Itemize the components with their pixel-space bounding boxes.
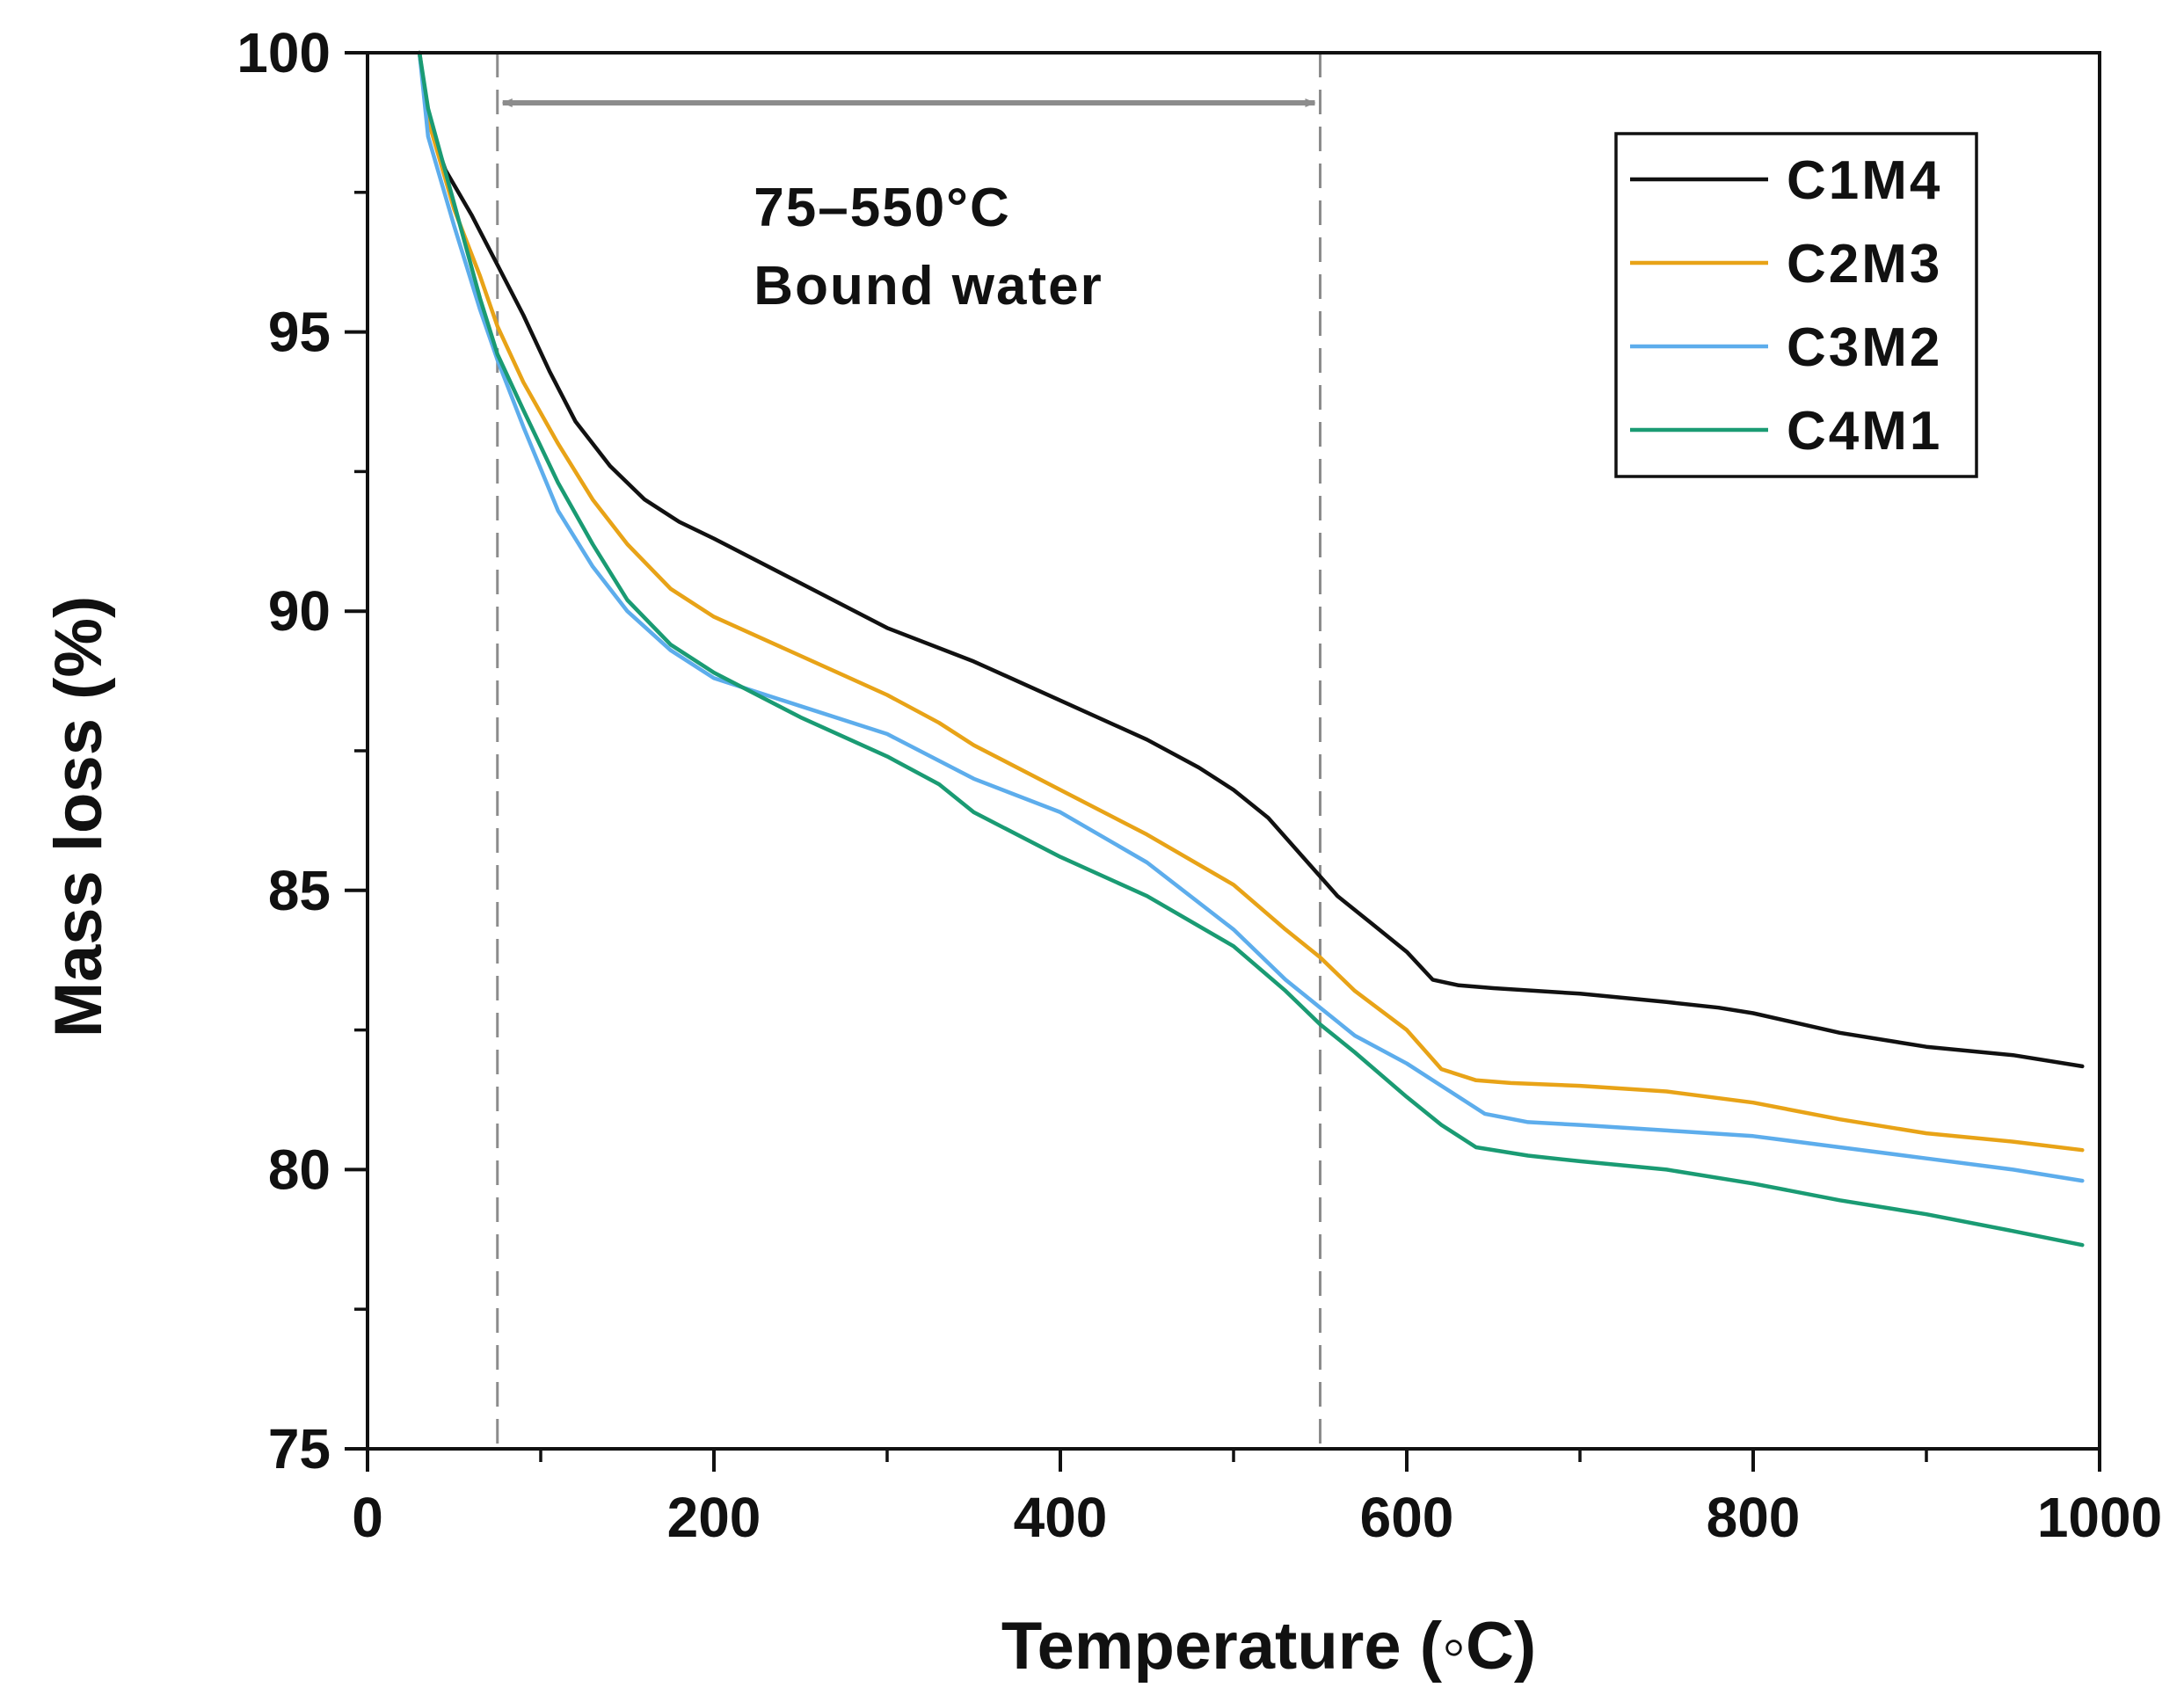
annotation-layer: [496, 53, 1321, 1449]
x-tick-label: 800: [1707, 1486, 1801, 1549]
y-tick-label: 95: [268, 301, 331, 364]
y-tick-label: 100: [237, 21, 331, 84]
legend: C1M4 C2M3 C3M2 C4M1: [1614, 132, 1978, 478]
legend-label-c4m1: C4M1: [1787, 401, 1942, 462]
ticks-layer: 0 200 400 600 800 1000 75 80 85 90 95 100: [237, 21, 2162, 1549]
legend-box: [1614, 132, 1978, 478]
series-line-c1m4: [417, 50, 2085, 1069]
x-tick-label: 600: [1360, 1486, 1454, 1549]
y-axis-title: Mass loss (%): [41, 596, 116, 1038]
x-tick-label: 1000: [2037, 1486, 2162, 1549]
x-tick-label: 200: [667, 1486, 761, 1549]
series-line-c3m2: [417, 50, 2085, 1183]
y-tick-label: 90: [268, 579, 331, 643]
legend-label-c2m3: C2M3: [1787, 234, 1942, 295]
y-tick-label: 75: [268, 1417, 331, 1480]
x-tick-label: 400: [1014, 1486, 1108, 1549]
series-line-c4m1: [417, 50, 2085, 1247]
series-layer: [417, 50, 2085, 1247]
y-tick-label: 85: [268, 859, 331, 922]
annotation-temperature-range: 75–550°C: [753, 178, 1010, 238]
x-axis-title: Temperature (◦C): [1001, 1609, 1536, 1684]
legend-label-c1m4: C1M4: [1787, 150, 1942, 211]
series-line-c2m3: [417, 50, 2085, 1153]
annotation-bound-water: Bound water: [753, 256, 1103, 316]
x-tick-label: 0: [352, 1486, 383, 1549]
y-tick-label: 80: [268, 1138, 331, 1201]
legend-label-c3m2: C3M2: [1787, 317, 1942, 378]
